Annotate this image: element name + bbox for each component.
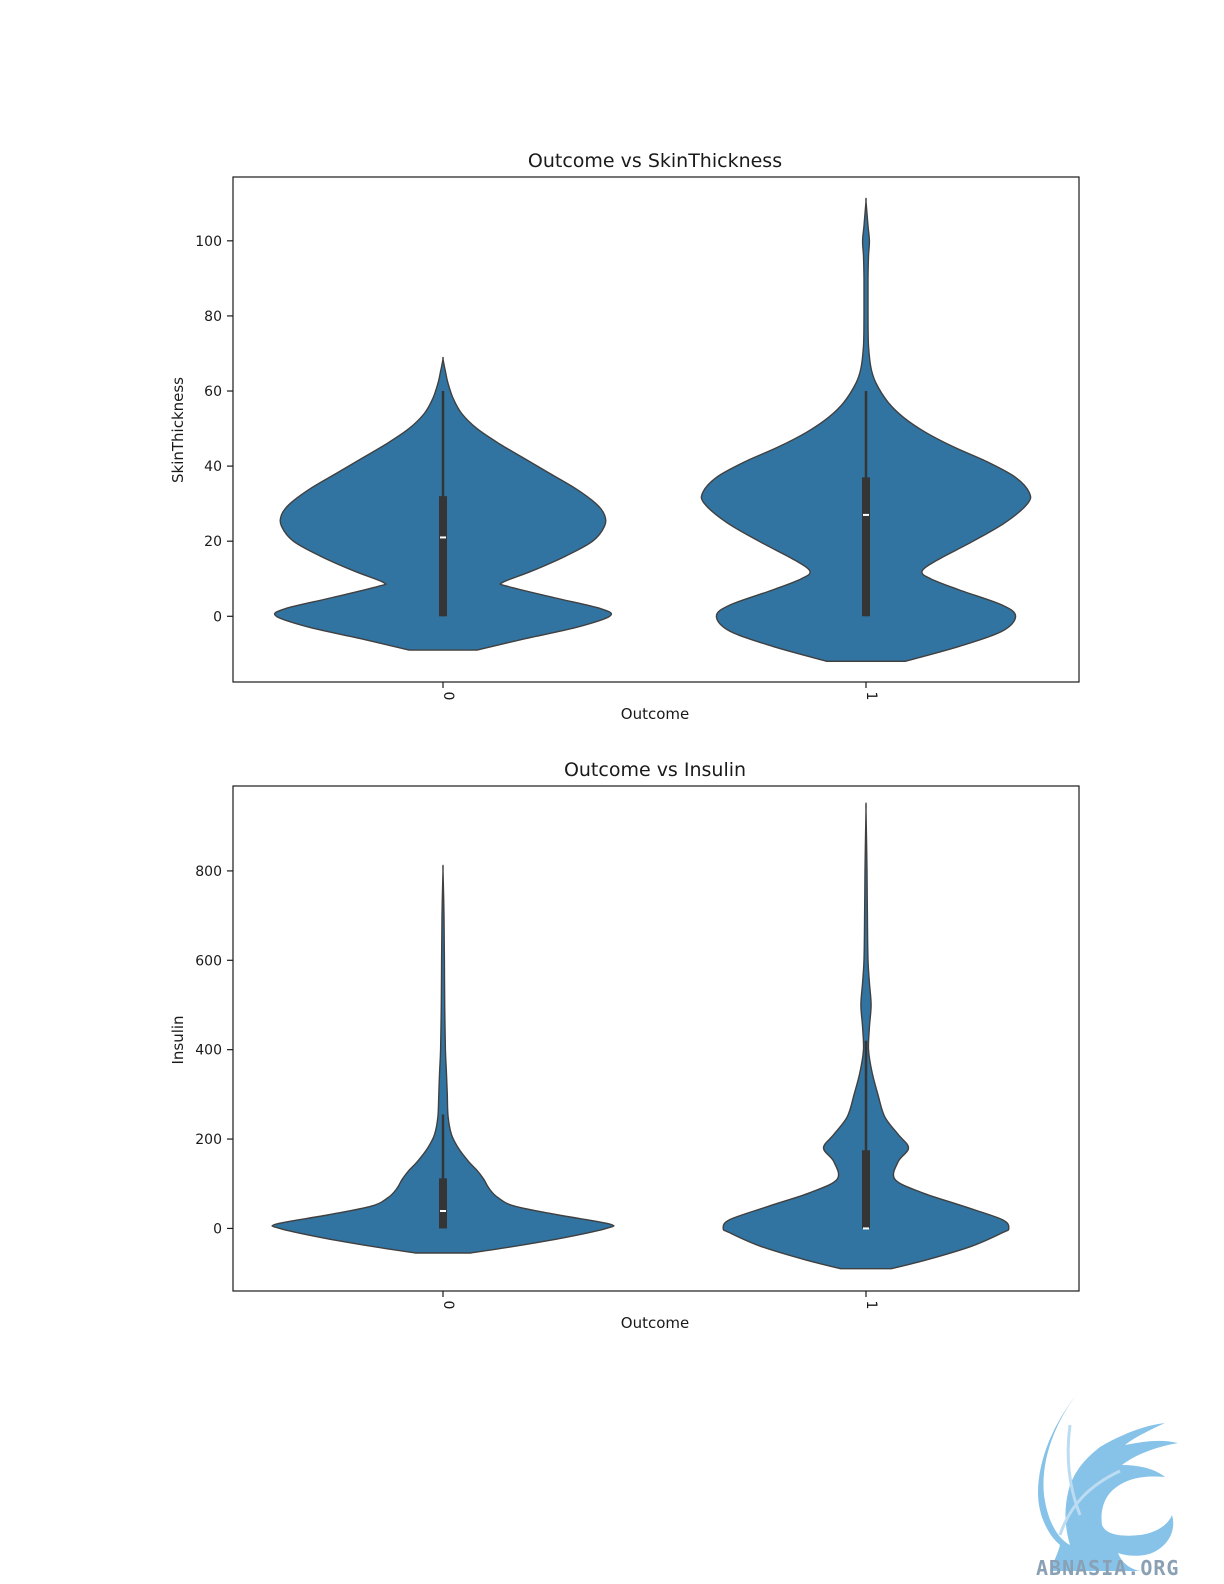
chart-title: Outcome vs SkinThickness <box>528 150 782 172</box>
chart-title: Outcome vs Insulin <box>564 759 746 781</box>
x-tick-label: 1 <box>863 1301 879 1310</box>
x-tick-label: 0 <box>440 1301 456 1310</box>
plot-frame <box>232 785 1080 1292</box>
violin-iqr-box <box>862 1150 870 1229</box>
y-tick-label: 200 <box>195 1132 222 1148</box>
y-axis-ticks: 0 200 400 600 800 <box>195 864 233 1237</box>
y-tick-label: 80 <box>204 309 222 325</box>
watermark-text: ABNASIA.ORG <box>1036 1556 1180 1580</box>
y-axis-ticks: 0 20 40 60 80 100 <box>195 234 233 625</box>
y-axis-label: SkinThickness <box>169 377 187 483</box>
y-tick-label: 0 <box>213 1221 222 1237</box>
y-tick-label: 400 <box>195 1043 222 1059</box>
violin-layer <box>273 197 1032 662</box>
x-axis-label: Outcome <box>621 1314 689 1332</box>
violin-body <box>271 864 615 1254</box>
y-tick-label: 20 <box>204 534 222 550</box>
y-tick-label: 800 <box>195 864 222 880</box>
y-tick-label: 100 <box>195 234 222 250</box>
violin-iqr-box <box>862 477 870 617</box>
griffin-logo-icon <box>1038 1393 1178 1571</box>
y-tick-label: 40 <box>204 459 222 475</box>
violin-body <box>722 802 1010 1270</box>
violin-iqr-box <box>439 1178 447 1229</box>
x-axis-label: Outcome <box>621 705 689 723</box>
y-tick-label: 0 <box>213 609 222 625</box>
violin-iqr-box <box>439 496 447 617</box>
y-tick-label: 600 <box>195 953 222 969</box>
y-axis-label: Insulin <box>169 1015 187 1064</box>
x-tick-label: 1 <box>863 692 879 701</box>
plot-frame <box>232 176 1080 683</box>
x-tick-label: 0 <box>440 692 456 701</box>
y-tick-label: 60 <box>204 384 222 400</box>
violin-layer <box>271 802 1010 1270</box>
